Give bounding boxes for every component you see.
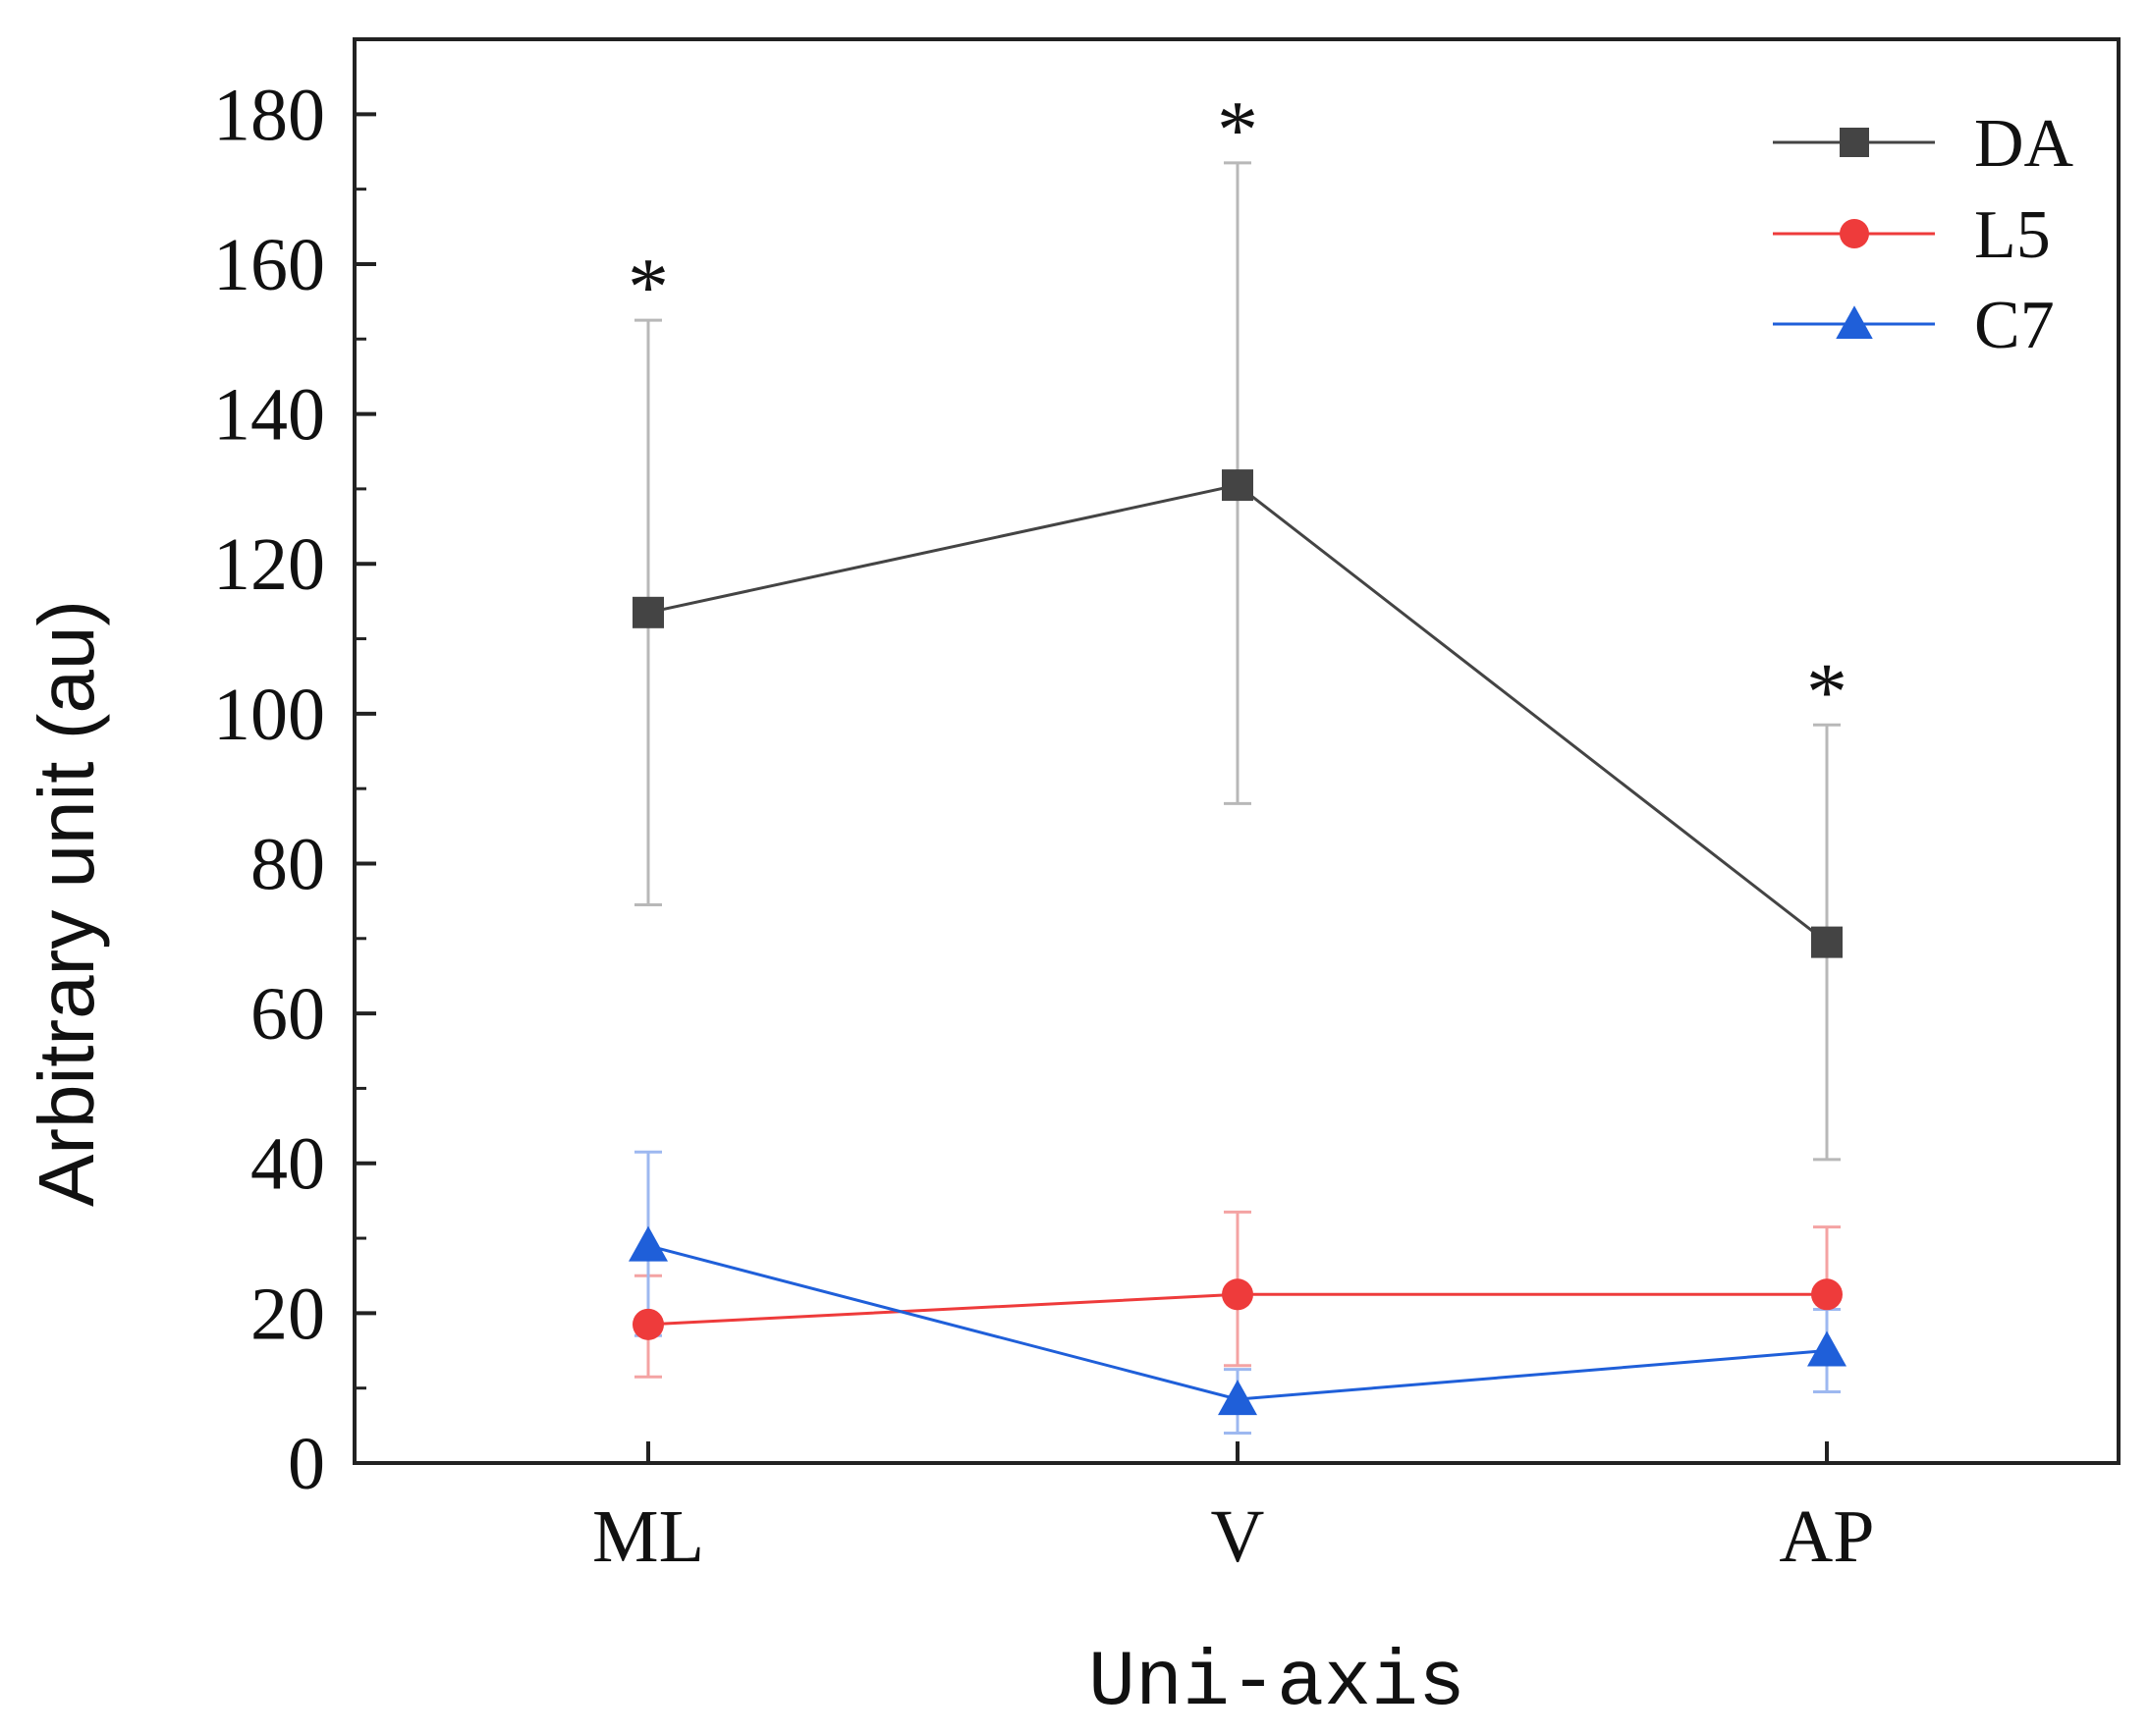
point-c7-ML	[629, 1225, 668, 1262]
point-l5-V	[1222, 1278, 1253, 1311]
x-tick-label-AP: AP	[1779, 1495, 1874, 1578]
y-tick-label-40: 40	[250, 1123, 325, 1206]
legend-label-l5: L5	[1974, 197, 2051, 273]
legend-marker-l5	[1840, 219, 1869, 248]
x-tick-label-V: V	[1211, 1495, 1265, 1578]
y-axis-title: Arbitrary unit (au)	[23, 600, 110, 1207]
y-tick-label-140: 140	[213, 374, 325, 457]
point-l5-AP	[1811, 1278, 1843, 1311]
point-l5-ML	[633, 1308, 664, 1340]
x-axis-title: Uni-axis	[1088, 1639, 1465, 1728]
legend-marker-c7	[1836, 305, 1873, 339]
x-tick-label-ML: ML	[592, 1495, 704, 1578]
legend-marker-da	[1840, 128, 1869, 157]
legend-label-c7: C7	[1974, 288, 2055, 363]
point-c7-AP	[1807, 1330, 1846, 1367]
point-da-ML	[633, 596, 664, 628]
significance-asterisk-AP: *	[1806, 646, 1847, 737]
x-axis: ML V AP	[592, 1441, 1875, 1578]
point-c7-V	[1218, 1380, 1257, 1416]
y-tick-label-160: 160	[213, 224, 325, 306]
y-tick-label-100: 100	[213, 674, 325, 756]
y-axis: 0 20 40 60 80 100 120 140 160 180	[213, 74, 376, 1505]
y-tick-label-20: 20	[250, 1273, 325, 1355]
significance-asterisk-V: *	[1217, 84, 1258, 176]
y-tick-label-180: 180	[213, 74, 325, 156]
y-tick-label-120: 120	[213, 523, 325, 606]
y-tick-label-80: 80	[250, 823, 325, 905]
point-da-AP	[1811, 926, 1843, 958]
significance-annotations: * * *	[628, 84, 1847, 737]
significance-asterisk-ML: *	[628, 242, 669, 333]
legend-label-da: DA	[1974, 106, 2074, 182]
y-tick-label-60: 60	[250, 973, 325, 1056]
legend: DA L5 C7	[1773, 106, 2074, 363]
point-da-V	[1222, 469, 1253, 502]
y-tick-label-0: 0	[288, 1423, 325, 1505]
series-markers	[629, 469, 1846, 1416]
